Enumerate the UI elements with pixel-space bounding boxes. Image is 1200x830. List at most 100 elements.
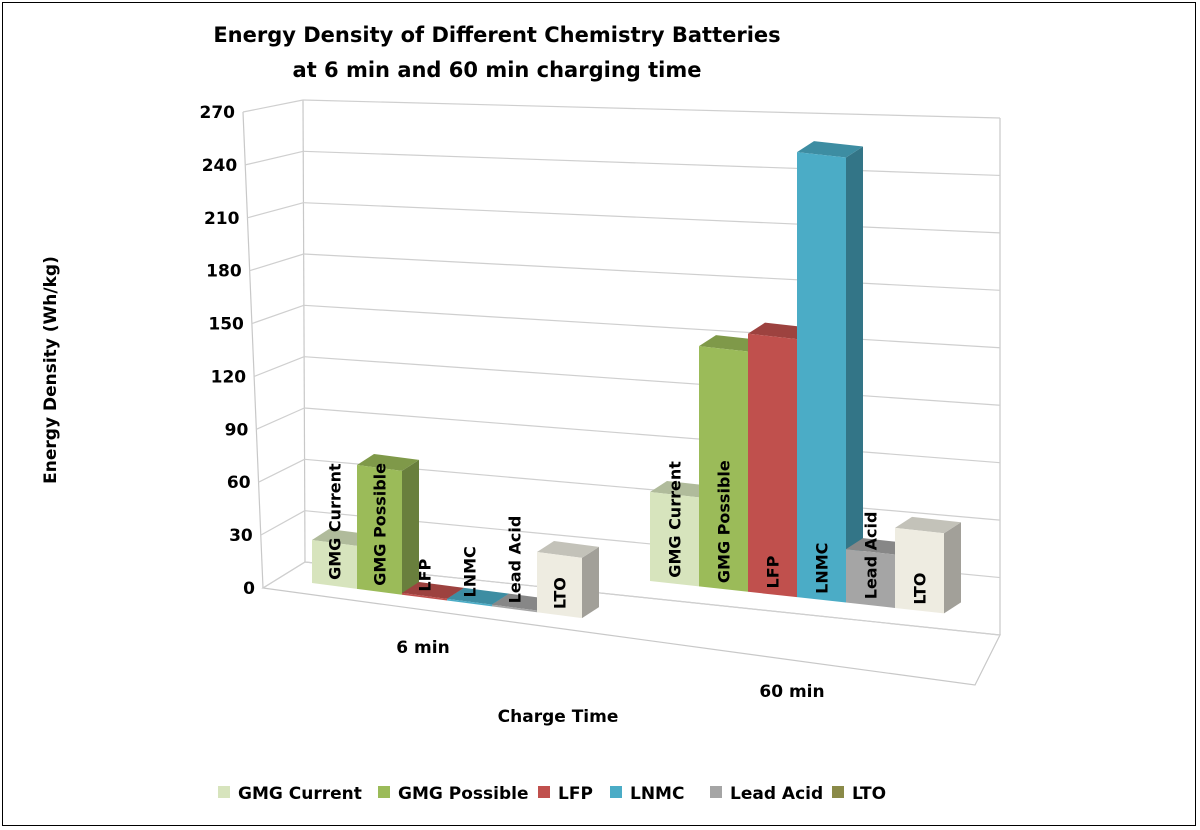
y-tick-label: 60 [227, 473, 251, 493]
bar-side [846, 146, 863, 603]
bar-side [944, 522, 961, 614]
bar-front [895, 527, 944, 614]
legend-swatch [710, 786, 722, 798]
side-gridline [249, 253, 304, 272]
x-tick-60min: 60 min [759, 682, 824, 702]
side-gridline [260, 510, 306, 536]
bar-label: GMG Possible [715, 460, 734, 583]
legend-label: GMG Possible [398, 784, 528, 804]
bar-top [537, 541, 599, 558]
gridline [304, 407, 1001, 464]
bar-label: Lead Acid [862, 512, 881, 600]
bar-front [699, 346, 748, 592]
side-gridline [245, 150, 304, 166]
legend-label: LTO [852, 784, 886, 804]
legend-swatch [538, 786, 550, 798]
bar-top [357, 454, 419, 471]
gridline [304, 356, 1001, 406]
y-tick-label: 270 [200, 103, 236, 123]
bar-lfp-6min: LFP [402, 559, 464, 601]
bar-label: LNMC [461, 546, 480, 597]
bar-lnmc-60min: LNMC [797, 141, 863, 603]
legend-item-lead-acid: Lead Acid [710, 784, 823, 804]
side-gridline [262, 561, 306, 589]
bar-front [402, 592, 447, 601]
y-tick-label: 180 [206, 262, 242, 282]
bars: GMG Current GMG Possible LFP LNMC Lead Acid L… [312, 141, 961, 619]
bar-top [895, 516, 961, 534]
side-gridline [251, 304, 305, 325]
legend-label: LFP [558, 784, 593, 804]
bar-label: GMG Possible [371, 463, 390, 586]
legend-swatch [832, 786, 844, 798]
bar-label: LTO [551, 577, 570, 609]
gridline [303, 304, 1001, 349]
bar-label: GMG Current [666, 461, 685, 578]
bar-label: GMG Current [326, 463, 345, 580]
y-tick-label: 240 [202, 156, 238, 176]
gridline [303, 253, 1001, 291]
x-tick-6min: 6 min [396, 638, 449, 658]
gridline [304, 458, 1001, 521]
legend-item-lto: LTO [832, 784, 886, 804]
bar-label: LNMC [813, 543, 832, 594]
legend-item-lfp: LFP [538, 784, 593, 804]
y-axis-label: Energy Density (Wh/kg) [41, 256, 61, 484]
legend-item-gmg-current: GMG Current [218, 784, 362, 804]
gridline [304, 561, 1001, 636]
bar-label: LFP [416, 559, 435, 592]
bar-front [846, 549, 895, 608]
y-tick-label: 0 [243, 579, 255, 599]
side-gridline [253, 356, 305, 378]
bar-side [402, 459, 419, 595]
side-gridline [258, 458, 305, 483]
bar-gmg-possible-6min: GMG Possible [357, 454, 419, 595]
bar-lnmc-6min: LNMC [447, 546, 509, 607]
chart-title-line-2: at 6 min and 60 min charging time [293, 58, 702, 82]
side-wall-edge [242, 111, 264, 589]
legend-label: Lead Acid [730, 784, 823, 804]
bar-front [312, 540, 357, 589]
bar-front [357, 465, 402, 595]
side-gridline [247, 202, 304, 219]
back-wall-edge [302, 99, 306, 563]
chart-title-line-1: Energy Density of Different Chemistry Ba… [213, 23, 780, 47]
y-tick-label: 120 [211, 367, 247, 387]
y-tick-label: 150 [208, 315, 244, 335]
bar-front [748, 333, 797, 598]
x-axis-label: Charge Time [498, 707, 619, 727]
legend-label: GMG Current [238, 784, 362, 804]
bar-label: Lead Acid [506, 516, 525, 604]
y-tick-label: 90 [225, 420, 249, 440]
y-tick-label: 210 [204, 209, 240, 229]
legend-swatch [610, 786, 622, 798]
legend-item-lnmc: LNMC [610, 784, 684, 804]
legend-item-gmg-possible: GMG Possible [378, 784, 528, 804]
bar-label: LFP [764, 555, 783, 588]
bar-side [582, 546, 599, 619]
bar-top [402, 581, 464, 599]
bar-front [537, 552, 582, 619]
bar-front [447, 598, 492, 607]
gridline [302, 99, 1001, 119]
bar-front [650, 492, 699, 587]
legend-swatch [378, 786, 390, 798]
bar-front [492, 604, 537, 613]
legend-label: LNMC [630, 784, 684, 804]
bar-top [447, 587, 509, 605]
bar-top [797, 141, 863, 158]
bar-label: LTO [911, 573, 930, 605]
gridline [303, 150, 1001, 177]
y-tick-label: 30 [229, 526, 253, 546]
gridline [303, 202, 1001, 234]
bar-lto-6min: LTO [537, 541, 599, 619]
side-gridline [256, 407, 305, 430]
legend-swatch [218, 786, 230, 798]
legend: GMG Current GMG Possible LFP LNMC Lead Acid L… [218, 784, 886, 804]
y-axis-ticks: 0 30 60 90 120 150 180 210 240 270 [200, 103, 256, 599]
side-gridline [242, 99, 304, 113]
bar-front [797, 152, 846, 603]
bar-lto-60min: LTO [895, 516, 961, 614]
